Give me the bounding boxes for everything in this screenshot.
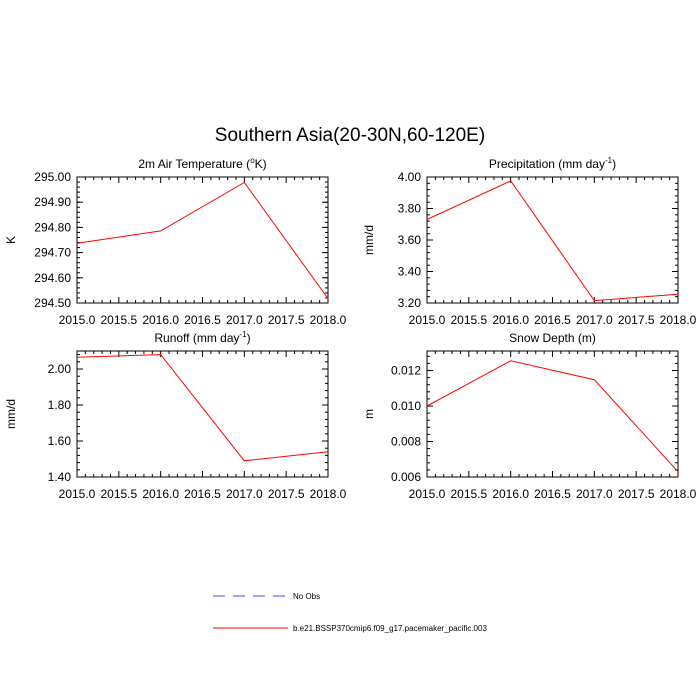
panel-title-superscript: -1 (240, 330, 248, 339)
x-tick-label: 2017.0 (576, 487, 613, 501)
x-tick-label: 2017.5 (618, 487, 655, 501)
series-line (76, 181, 329, 299)
panel-title: Runoff (mm day-1) (154, 330, 250, 345)
x-tick-label: 2015.0 (409, 313, 446, 327)
y-tick-label: 2.00 (48, 362, 72, 376)
chart-panel-3: Runoff (mm day-1) mm/d 2015.0 2015.5 2016.0 2… (4, 330, 347, 501)
y-tick-label: 294.50 (34, 296, 71, 310)
legend: No Obs b.e21.BSSP370cmip6.f09_g17.pacemak… (213, 592, 487, 633)
y-tick-label: 1.80 (48, 398, 72, 412)
panel-title-part: ) (612, 157, 616, 171)
y-tick-label: 4.00 (398, 170, 422, 184)
y-axis-label: mm/d (362, 225, 376, 255)
chart-panel-1: 2m Air Temperature (oK) K 2015.0 2015.5 2016… (4, 156, 347, 327)
panel-title-superscript: -1 (605, 156, 613, 165)
x-tick-label: 2016.0 (492, 487, 529, 501)
x-tick-label: 2016.0 (142, 313, 179, 327)
y-tick-label: 1.60 (48, 434, 72, 448)
y-tick-label: 0.012 (391, 364, 421, 378)
y-tick-label: 294.90 (34, 195, 71, 209)
y-tick-label: 3.60 (398, 233, 422, 247)
y-tick-label: 3.80 (398, 202, 422, 216)
x-tick-label: 2015.5 (100, 487, 137, 501)
x-tick-label: 2017.5 (268, 313, 305, 327)
chart-panel-4: Snow Depth (m) m 2015.0 2015.5 2016.0 2016.5 2… (362, 331, 697, 501)
page-title: Southern Asia(20-30N,60-120E) (215, 125, 485, 146)
x-tick-label: 2018.0 (660, 313, 697, 327)
chart-panel-2: Precipitation (mm day-1) mm/d 2015.0 2015.5… (362, 156, 697, 327)
x-tick-label: 2015.0 (59, 487, 96, 501)
x-tick-label: 2017.5 (618, 313, 655, 327)
y-tick-label: 3.40 (398, 265, 422, 279)
series-line (76, 354, 329, 462)
x-tick-label: 2015.0 (59, 313, 96, 327)
x-tick-label: 2018.0 (660, 487, 697, 501)
y-tick-label: 3.20 (398, 296, 422, 310)
legend-label-1: No Obs (293, 592, 320, 601)
panel-title-part: Precipitation (mm day (489, 157, 605, 171)
y-tick-label: 0.010 (391, 399, 421, 413)
y-axis-label: m (362, 409, 376, 419)
panel-title: Snow Depth (m) (509, 331, 596, 345)
y-tick-label: 294.60 (34, 271, 71, 285)
x-tick-label: 2016.5 (184, 487, 221, 501)
panel-title-part: 2m Air Temperature ( (138, 157, 250, 171)
series-line (426, 180, 679, 302)
x-tick-label: 2016.5 (534, 487, 571, 501)
panel-title-part: ) (247, 331, 251, 345)
y-tick-label: 0.006 (391, 470, 421, 484)
y-axis-label: mm/d (4, 399, 18, 429)
x-tick-label: 2015.5 (450, 313, 487, 327)
x-tick-label: 2015.0 (409, 487, 446, 501)
y-tick-label: 1.40 (48, 470, 72, 484)
series-line (426, 360, 679, 473)
panel-title-part: Runoff (mm day (154, 331, 239, 345)
x-tick-label: 2017.5 (268, 487, 305, 501)
x-tick-label: 2015.5 (450, 487, 487, 501)
x-tick-label: 2015.5 (100, 313, 137, 327)
panel-title-part: Snow Depth (m) (509, 331, 596, 345)
legend-label-2: b.e21.BSSP370cmip6.f09_g17.pacemaker_pac… (293, 624, 487, 633)
x-tick-label: 2018.0 (310, 487, 347, 501)
x-tick-label: 2016.0 (142, 487, 179, 501)
x-tick-label: 2016.0 (492, 313, 529, 327)
y-tick-label: 294.80 (34, 220, 71, 234)
x-tick-label: 2016.5 (534, 313, 571, 327)
plot-frame (76, 350, 329, 478)
panel-title: Precipitation (mm day-1) (489, 156, 616, 171)
panel-title: 2m Air Temperature (oK) (138, 156, 266, 171)
y-tick-label: 295.00 (34, 170, 71, 184)
y-tick-label: 294.70 (34, 246, 71, 260)
y-axis-label: K (4, 236, 18, 244)
x-tick-label: 2017.0 (226, 313, 263, 327)
plot-frame (76, 176, 329, 304)
x-tick-label: 2016.5 (184, 313, 221, 327)
panel-title-superscript: o (250, 156, 255, 165)
panel-title-part: K) (255, 157, 267, 171)
x-tick-label: 2018.0 (310, 313, 347, 327)
x-tick-label: 2017.0 (576, 313, 613, 327)
x-tick-label: 2017.0 (226, 487, 263, 501)
chart-panels: 2m Air Temperature (oK) K 2015.0 2015.5 2016… (4, 156, 697, 501)
y-tick-label: 0.008 (391, 435, 421, 449)
